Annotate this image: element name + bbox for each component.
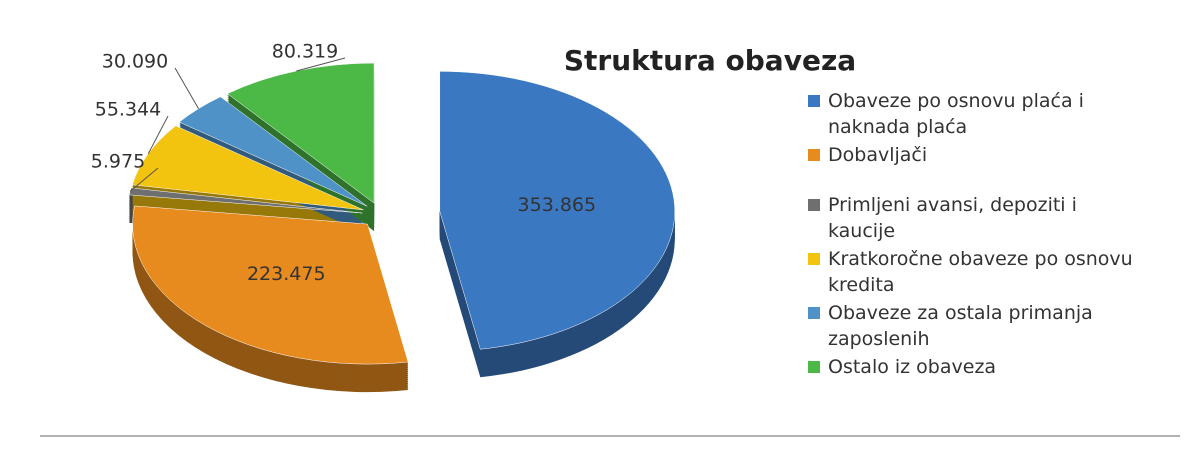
leader-line: [129, 167, 159, 192]
pie-top: [128, 62, 676, 365]
chart-title: Struktura obaveza: [564, 44, 856, 77]
leader-line: [174, 67, 199, 109]
slice: [132, 205, 409, 365]
legend-label: Primljeni avansi, depoziti i kaucije: [828, 194, 1077, 242]
legend-item: Kratkoročne obaveze po osnovu kredita: [808, 246, 1148, 298]
data-label: 55.344: [95, 99, 161, 121]
legend-swatch: [808, 361, 820, 373]
slice: [128, 187, 363, 214]
legend-swatch: [808, 95, 820, 107]
legend-label: Obaveze po osnovu plaća i naknada plaća: [828, 90, 1084, 138]
legend-label: Ostalo iz obaveza: [828, 356, 997, 378]
data-label: 353.865: [518, 194, 597, 216]
data-label: 30.090: [102, 51, 168, 73]
legend-item: Obaveze za ostala primanja zaposlenih: [808, 300, 1148, 352]
data-label: 80.319: [272, 41, 338, 63]
legend-item: Primljeni avansi, depoziti i kaucije: [808, 192, 1148, 244]
legend-label: Kratkoročne obaveze po osnovu kredita: [828, 248, 1133, 296]
legend-swatch: [808, 199, 820, 211]
legend: Obaveze po osnovu plaća i naknada plaća D…: [808, 88, 1148, 382]
legend-item: Ostalo iz obaveza: [808, 354, 1148, 380]
legend-label: Obaveze za ostala primanja zaposlenih: [828, 302, 1093, 350]
legend-swatch: [808, 149, 820, 161]
data-label: 223.475: [247, 263, 326, 285]
legend-swatch: [808, 253, 820, 265]
data-label: 5.975: [91, 151, 145, 173]
leader-line: [147, 115, 169, 155]
legend-label: Dobavljači: [828, 144, 928, 166]
slice: [439, 71, 676, 350]
slice: [178, 96, 368, 207]
legend-swatch: [808, 307, 820, 319]
leader-line: [296, 57, 346, 72]
legend-item: Obaveze po osnovu plaća i naknada plaća: [808, 88, 1148, 140]
legend-item: Dobavljači: [808, 142, 1148, 168]
